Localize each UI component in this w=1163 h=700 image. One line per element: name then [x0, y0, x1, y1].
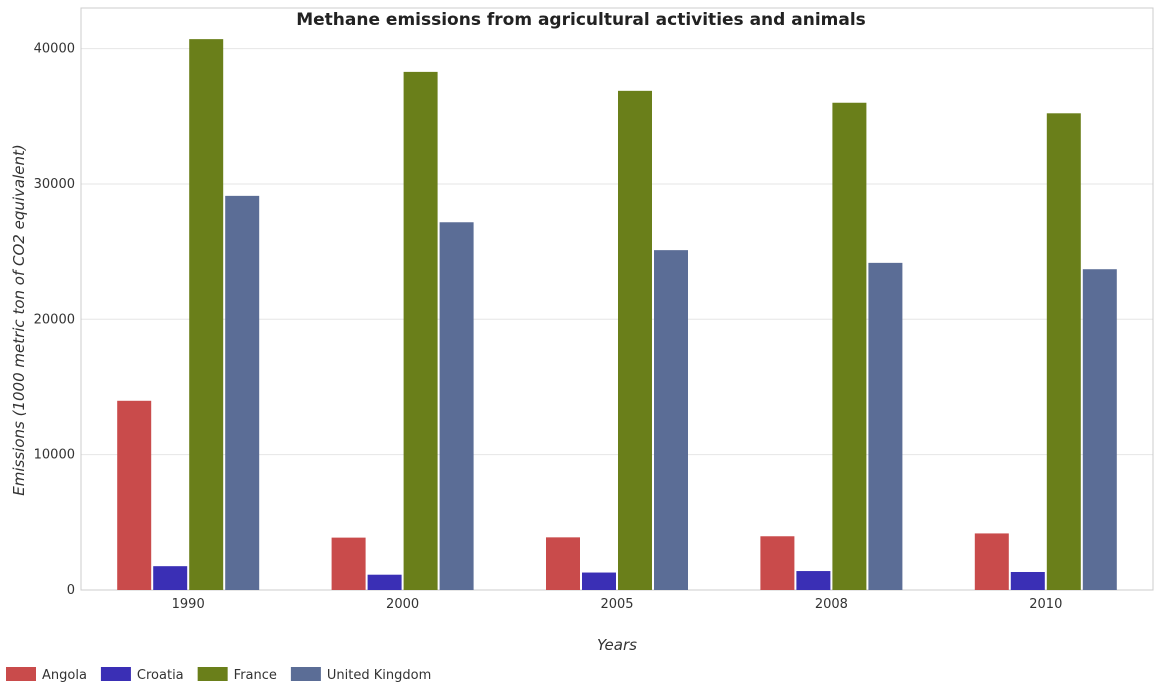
legend-label-united-kingdom: United Kingdom: [327, 668, 431, 683]
bar-angola-2005: [546, 537, 580, 590]
legend-label-france: France: [234, 668, 277, 683]
bar-angola-2000: [331, 537, 366, 590]
bars-layer: [117, 39, 1117, 591]
bar-united-kingdom-2010: [1082, 269, 1117, 590]
y-tick-label: 0: [67, 583, 75, 598]
bar-croatia-2010: [1010, 571, 1045, 590]
x-axis-label: Years: [597, 636, 637, 654]
legend-swatch-united-kingdom: [290, 667, 321, 681]
bar-france-2008: [832, 102, 867, 590]
y-axis-label: Emissions (1000 metric ton of CO2 equiva…: [10, 144, 28, 495]
bar-united-kingdom-2008: [868, 262, 903, 590]
legend-label-croatia: Croatia: [137, 668, 184, 683]
bar-angola-1990: [117, 400, 152, 590]
bar-croatia-1990: [153, 566, 188, 590]
legend-swatch-croatia: [100, 667, 131, 681]
y-tick-label: 30000: [34, 177, 75, 192]
bar-angola-2008: [760, 536, 795, 590]
bar-angola-2010: [974, 533, 1009, 590]
bar-france-1990: [189, 39, 224, 590]
bar-united-kingdom-2000: [439, 222, 474, 590]
y-tick-label: 20000: [34, 312, 75, 327]
plot-frame: [80, 7, 1154, 591]
bar-france-2010: [1046, 113, 1081, 590]
bar-croatia-2005: [582, 572, 616, 590]
bar-croatia-2000: [367, 574, 402, 590]
legend: Angola Croatia France United Kingdom: [6, 667, 431, 683]
bar-united-kingdom-1990: [225, 195, 260, 590]
legend-label-angola: Angola: [42, 668, 87, 683]
bar-france-2000: [403, 71, 438, 591]
y-tick-label: 10000: [34, 448, 75, 463]
bar-france-2005: [618, 90, 652, 590]
x-tick-label: 2000: [386, 597, 419, 612]
x-tick-label: 2008: [815, 597, 848, 612]
x-tick-label: 2010: [1029, 597, 1062, 612]
bar-croatia-2008: [796, 571, 831, 590]
y-tick-label: 40000: [34, 42, 75, 57]
y-axis-ticks: 0 10000 20000 30000 40000: [34, 42, 75, 598]
x-tick-label: 1990: [172, 597, 205, 612]
bar-united-kingdom-2005: [654, 250, 688, 590]
legend-swatch-france: [197, 667, 228, 681]
chart-title: Methane emissions from agricultural acti…: [296, 10, 866, 30]
x-tick-label: 2005: [600, 597, 633, 612]
legend-swatch-angola: [6, 667, 36, 681]
x-axis-ticks: 1990 2000 2005 2008 2010: [172, 597, 1063, 612]
